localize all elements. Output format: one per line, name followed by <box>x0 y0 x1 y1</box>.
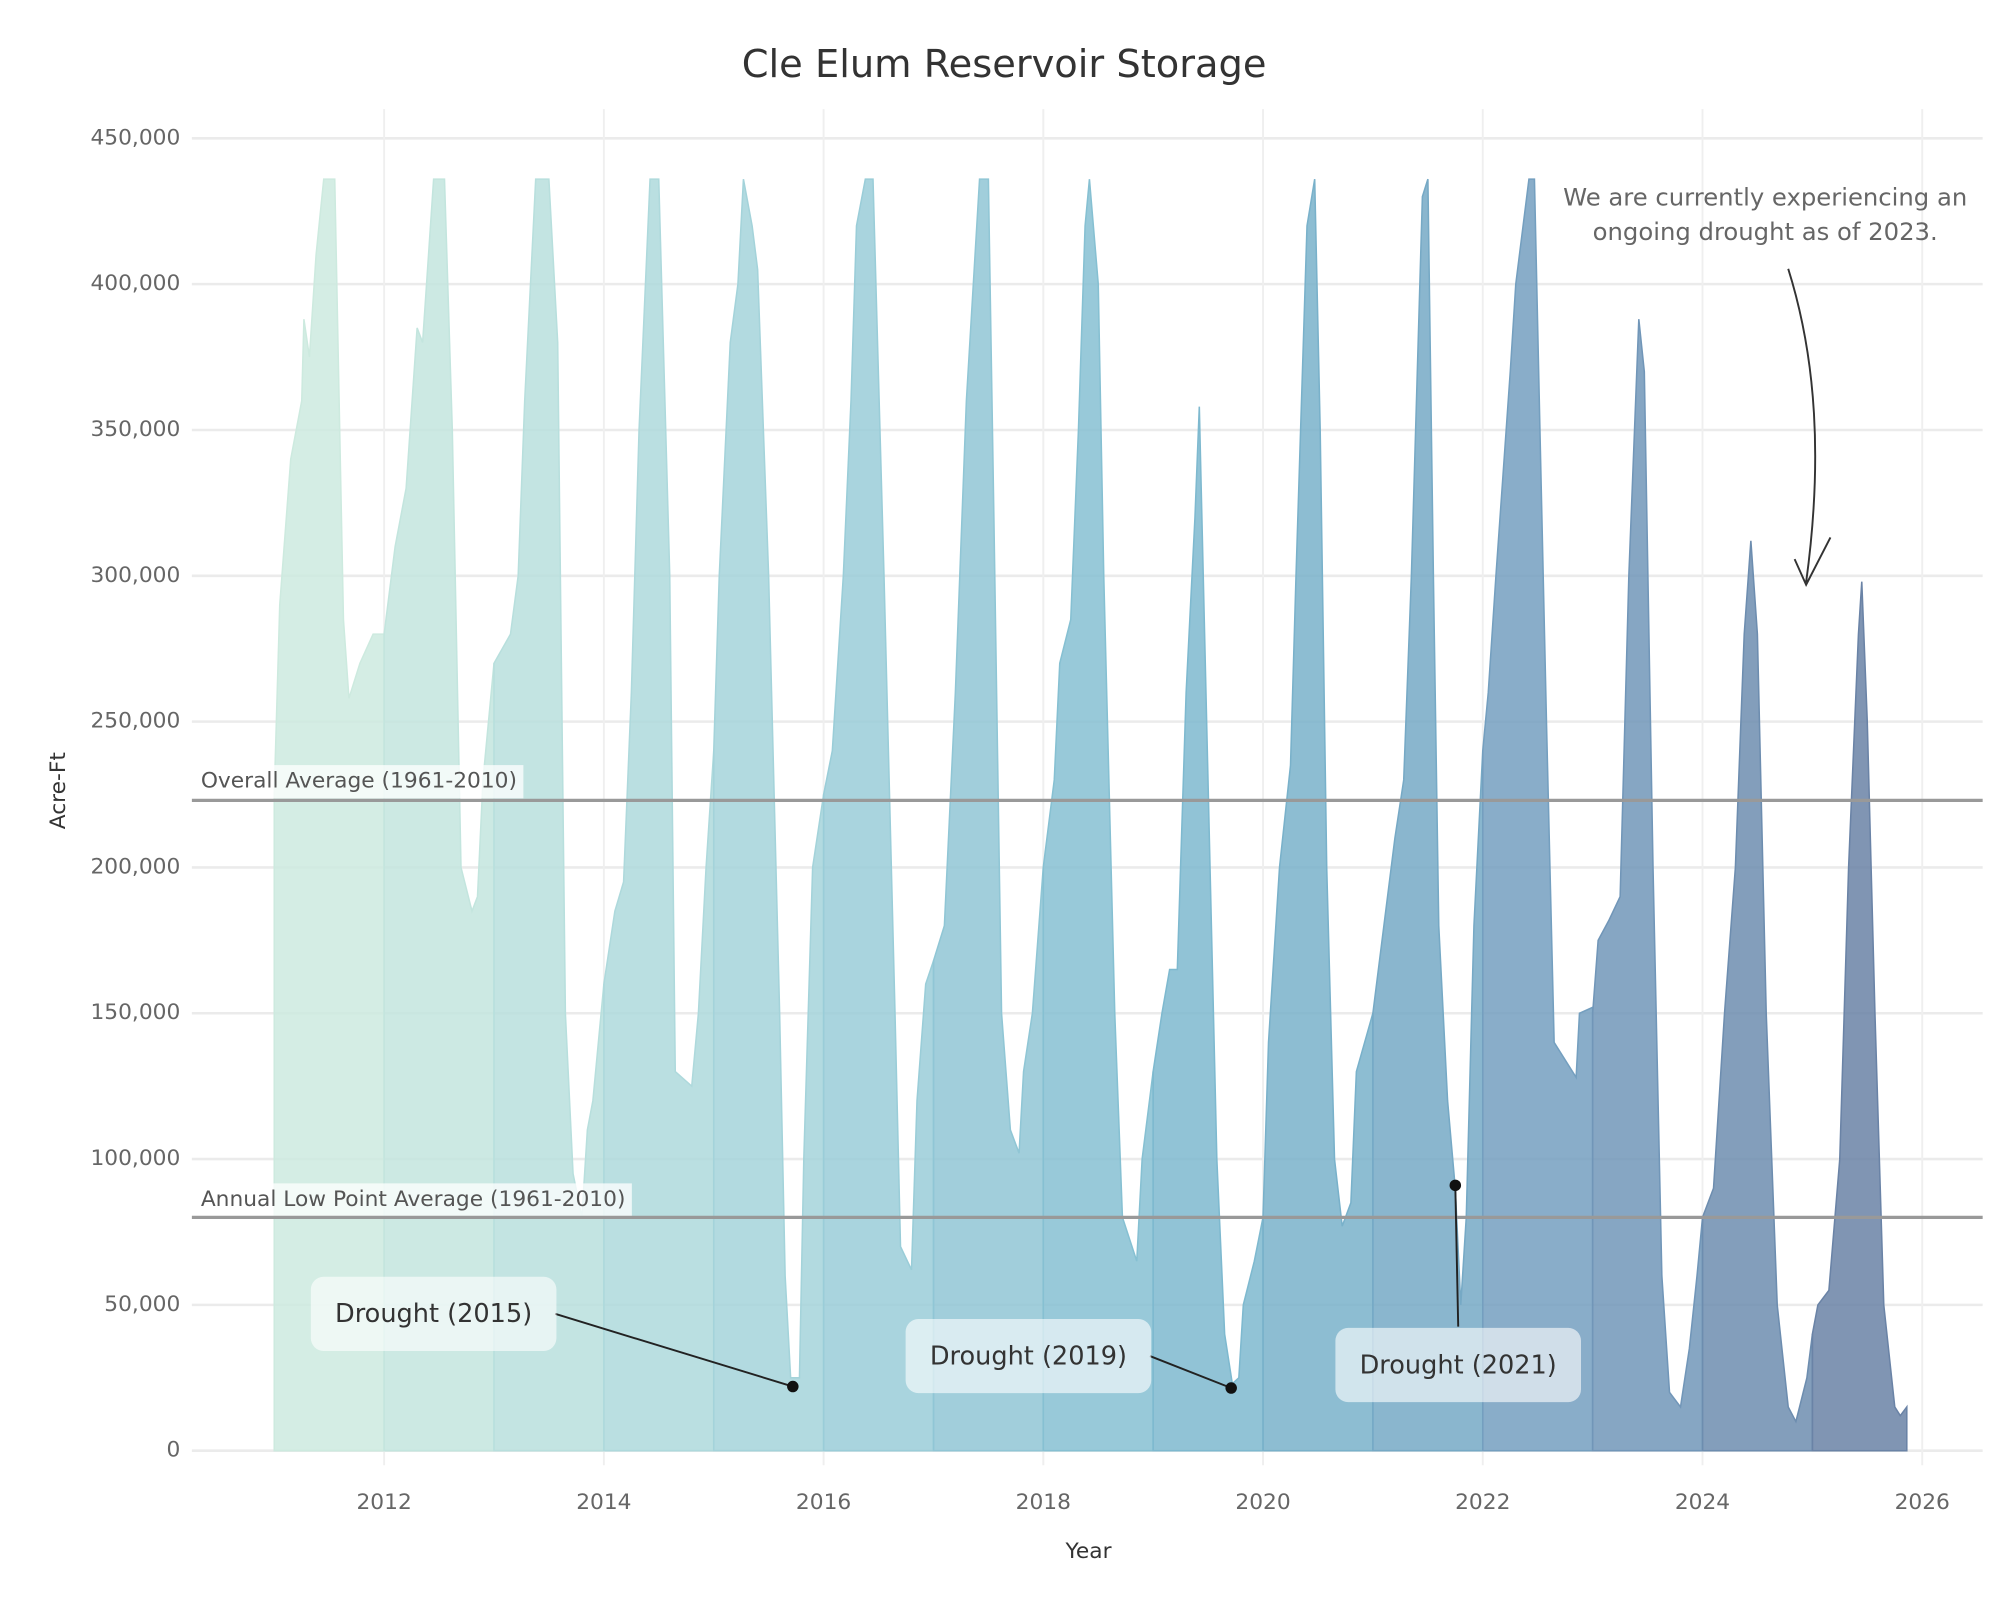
annotation-point <box>1225 1382 1237 1394</box>
x-tick-label: 2022 <box>1455 1490 1510 1515</box>
callout-text: We are currently experiencing an <box>1563 182 1967 211</box>
y-tick-label: 0 <box>167 1438 181 1463</box>
y-tick-label: 300,000 <box>90 563 180 588</box>
area <box>383 178 495 1452</box>
area <box>1481 178 1594 1452</box>
reference-label: Annual Low Point Average (1961-2010) <box>201 1187 626 1212</box>
area <box>932 178 1045 1452</box>
x-axis-title: Year <box>1065 1539 1112 1564</box>
area <box>1042 179 1154 1452</box>
y-tick-label: 150,000 <box>90 1000 180 1025</box>
annotation-box <box>310 1276 557 1351</box>
y-tick-label: 350,000 <box>90 417 180 442</box>
reference-label-bg <box>194 1183 632 1217</box>
y-tick-label: 400,000 <box>90 271 180 296</box>
area <box>1372 178 1484 1452</box>
annotation-point <box>1449 1179 1462 1192</box>
x-tick-label: 2020 <box>1235 1490 1290 1515</box>
annotation-leader <box>1454 1185 1460 1327</box>
x-tick-label: 2014 <box>576 1490 631 1515</box>
annotation-label: Drought (2021) <box>1360 1350 1557 1380</box>
annotation-label: Drought (2019) <box>930 1341 1127 1371</box>
callout-arrow <box>1787 268 1832 587</box>
area <box>603 178 715 1452</box>
area <box>1811 581 1908 1452</box>
reference-label: Overall Average (1961-2010) <box>201 769 517 794</box>
area <box>1591 319 1704 1452</box>
annotation-leader <box>1149 1355 1232 1389</box>
overlays: Overall Average (1961-2010) Annual Low Po… <box>191 182 1983 1403</box>
x-tick-label: 2012 <box>356 1490 411 1515</box>
callout-text: ongoing drought as of 2023. <box>1593 217 1938 246</box>
y-tick-label: 100,000 <box>90 1146 180 1171</box>
y-tick-label: 50,000 <box>104 1292 180 1317</box>
area <box>712 178 825 1452</box>
annotation-label: Drought (2015) <box>335 1299 532 1329</box>
area <box>273 178 385 1452</box>
y-tick-label: 250,000 <box>90 709 180 734</box>
area <box>1262 179 1374 1452</box>
x-tick-label: 2026 <box>1895 1490 1950 1515</box>
reference-label-bg <box>194 765 524 799</box>
x-tick-label: 2016 <box>796 1490 851 1515</box>
y-axis-title: Acre-Ft <box>46 752 71 829</box>
area <box>822 178 935 1452</box>
x-tick-label: 2024 <box>1675 1490 1730 1515</box>
area <box>1152 406 1264 1452</box>
annotation-leader <box>554 1312 794 1388</box>
y-tick-label: 450,000 <box>90 125 180 150</box>
areas <box>273 178 1908 1452</box>
annotation-box <box>1335 1327 1582 1403</box>
chart-title: Cle Elum Reservoir Storage <box>742 42 1267 87</box>
area <box>493 178 605 1452</box>
annotation-box <box>905 1318 1152 1394</box>
area <box>1701 540 1814 1452</box>
annotation-point <box>787 1380 799 1393</box>
x-tick-label: 2018 <box>1016 1490 1071 1515</box>
y-tick-label: 200,000 <box>90 854 180 879</box>
